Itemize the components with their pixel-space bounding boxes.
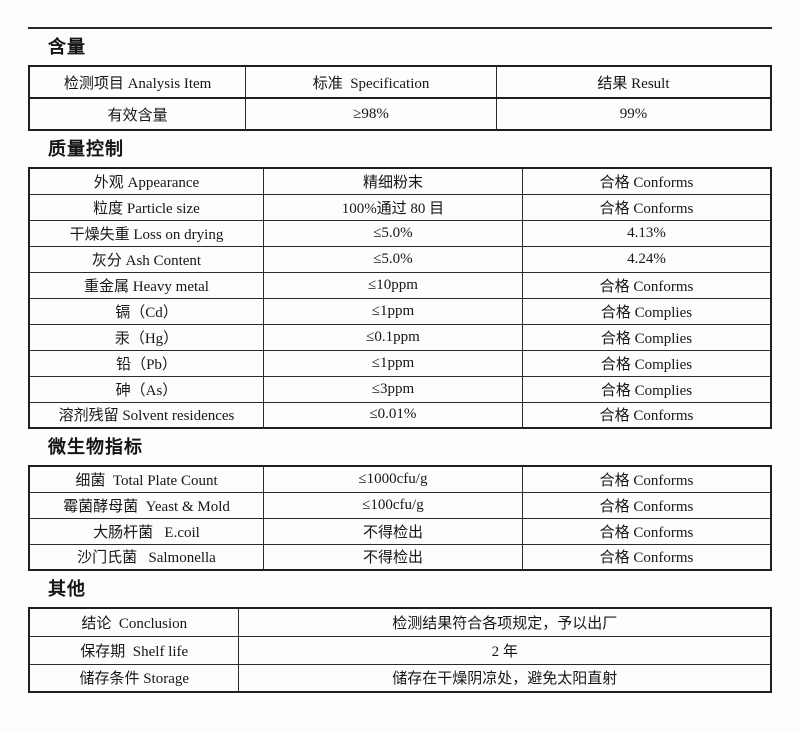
cell-spec: 100%通过 80 目 <box>262 193 523 221</box>
cell-item: 霉菌酵母菌 Yeast & Mold <box>28 491 264 519</box>
cell-spec: ≤0.01% <box>262 401 523 429</box>
cell-spec: ≤100cfu/g <box>262 491 523 519</box>
cell-value: 储存在干燥阴凉处，避免太阳直射 <box>238 663 772 693</box>
cell-result: 合格 Complies <box>521 349 772 377</box>
cell-item: 干燥失重 Loss on drying <box>28 219 264 247</box>
cell-item: 灰分 Ash Content <box>28 245 264 273</box>
table-header-row: 检测项目 Analysis Item 标准 Specification 结果 R… <box>28 65 772 99</box>
table-row: 结论 Conclusion 检测结果符合各项规定，予以出厂 <box>28 607 772 637</box>
cell-result: 合格 Complies <box>521 323 772 351</box>
cell-result: 合格 Conforms <box>521 401 772 429</box>
cell-spec: ≤5.0% <box>262 219 523 247</box>
cell-item: 粒度 Particle size <box>28 193 264 221</box>
cell-spec: 不得检出 <box>262 543 523 571</box>
cell-item: 镉（Cd） <box>28 297 264 325</box>
table-row: 有效含量 ≥98% 99% <box>28 97 772 131</box>
table-row: 细菌 Total Plate Count ≤1000cfu/g 合格 Confo… <box>28 465 772 493</box>
cell-result: 合格 Conforms <box>521 517 772 545</box>
table-row: 汞（Hg） ≤0.1ppm 合格 Complies <box>28 323 772 351</box>
cell-item: 有效含量 <box>28 97 247 131</box>
cell-item: 保存期 Shelf life <box>28 635 240 665</box>
cell-item: 砷（As） <box>28 375 264 403</box>
cell-spec: ≤1ppm <box>262 349 523 377</box>
cell-result: 4.24% <box>521 245 772 273</box>
cell-result: 合格 Complies <box>521 297 772 325</box>
column-header-analysis-item: 检测项目 Analysis Item <box>28 65 247 99</box>
table-row: 外观 Appearance 精细粉末 合格 Conforms <box>28 167 772 195</box>
cell-item: 储存条件 Storage <box>28 663 240 693</box>
cell-value: 检测结果符合各项规定，予以出厂 <box>238 607 772 637</box>
top-divider-rule <box>28 27 772 29</box>
section-heading-other: 其他 <box>48 579 86 599</box>
cell-result: 合格 Conforms <box>521 491 772 519</box>
table-row: 干燥失重 Loss on drying ≤5.0% 4.13% <box>28 219 772 247</box>
table-row: 镉（Cd） ≤1ppm 合格 Complies <box>28 297 772 325</box>
table-row: 沙门氏菌 Salmonella 不得检出 合格 Conforms <box>28 543 772 571</box>
section-heading-quality-control: 质量控制 <box>48 139 124 159</box>
table-row: 储存条件 Storage 储存在干燥阴凉处，避免太阳直射 <box>28 663 772 693</box>
other-table: 结论 Conclusion 检测结果符合各项规定，予以出厂 保存期 Shelf … <box>28 607 772 693</box>
cell-item: 重金属 Heavy metal <box>28 271 264 299</box>
cell-item: 溶剂残留 Solvent residences <box>28 401 264 429</box>
cell-spec: ≥98% <box>245 97 497 131</box>
cell-item: 铅（Pb） <box>28 349 264 377</box>
microbiological-table: 细菌 Total Plate Count ≤1000cfu/g 合格 Confo… <box>28 465 772 571</box>
cell-spec: ≤0.1ppm <box>262 323 523 351</box>
table-row: 霉菌酵母菌 Yeast & Mold ≤100cfu/g 合格 Conforms <box>28 491 772 519</box>
cell-item: 沙门氏菌 Salmonella <box>28 543 264 571</box>
cell-result: 合格 Complies <box>521 375 772 403</box>
table-row: 砷（As） ≤3ppm 合格 Complies <box>28 375 772 403</box>
table-row: 铅（Pb） ≤1ppm 合格 Complies <box>28 349 772 377</box>
cell-item: 细菌 Total Plate Count <box>28 465 264 493</box>
cell-value: 2 年 <box>238 635 772 665</box>
table-row: 重金属 Heavy metal ≤10ppm 合格 Conforms <box>28 271 772 299</box>
table-row: 灰分 Ash Content ≤5.0% 4.24% <box>28 245 772 273</box>
section-heading-microbiological: 微生物指标 <box>48 437 143 457</box>
table-row: 溶剂残留 Solvent residences ≤0.01% 合格 Confor… <box>28 401 772 429</box>
cell-result: 合格 Conforms <box>521 167 772 195</box>
cell-item: 大肠杆菌 E.coil <box>28 517 264 545</box>
cell-spec: ≤5.0% <box>262 245 523 273</box>
cell-item: 外观 Appearance <box>28 167 264 195</box>
cell-spec: 精细粉末 <box>262 167 523 195</box>
cell-spec: ≤1ppm <box>262 297 523 325</box>
table-row: 大肠杆菌 E.coil 不得检出 合格 Conforms <box>28 517 772 545</box>
cell-spec: ≤10ppm <box>262 271 523 299</box>
table-row: 粒度 Particle size 100%通过 80 目 合格 Conforms <box>28 193 772 221</box>
cell-result: 合格 Conforms <box>521 193 772 221</box>
cell-spec: ≤1000cfu/g <box>262 465 523 493</box>
quality-control-table: 外观 Appearance 精细粉末 合格 Conforms 粒度 Partic… <box>28 167 772 429</box>
cell-spec: ≤3ppm <box>262 375 523 403</box>
cell-result: 合格 Conforms <box>521 271 772 299</box>
cell-item: 结论 Conclusion <box>28 607 240 637</box>
section-heading-content: 含量 <box>48 37 86 57</box>
cell-spec: 不得检出 <box>262 517 523 545</box>
cell-result: 合格 Conforms <box>521 543 772 571</box>
column-header-specification: 标准 Specification <box>245 65 497 99</box>
content-table: 检测项目 Analysis Item 标准 Specification 结果 R… <box>28 65 772 131</box>
cell-item: 汞（Hg） <box>28 323 264 351</box>
cell-result: 99% <box>495 97 772 131</box>
cell-result: 合格 Conforms <box>521 465 772 493</box>
cell-result: 4.13% <box>521 219 772 247</box>
table-row: 保存期 Shelf life 2 年 <box>28 635 772 665</box>
column-header-result: 结果 Result <box>495 65 772 99</box>
